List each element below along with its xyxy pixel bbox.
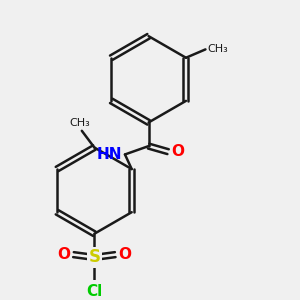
- Text: O: O: [118, 247, 132, 262]
- Text: O: O: [171, 144, 184, 159]
- Text: CH₃: CH₃: [69, 118, 90, 128]
- Text: CH₃: CH₃: [208, 44, 228, 54]
- Text: Cl: Cl: [86, 284, 103, 299]
- Text: HN: HN: [97, 147, 122, 162]
- Text: S: S: [88, 248, 100, 266]
- Text: O: O: [57, 247, 70, 262]
